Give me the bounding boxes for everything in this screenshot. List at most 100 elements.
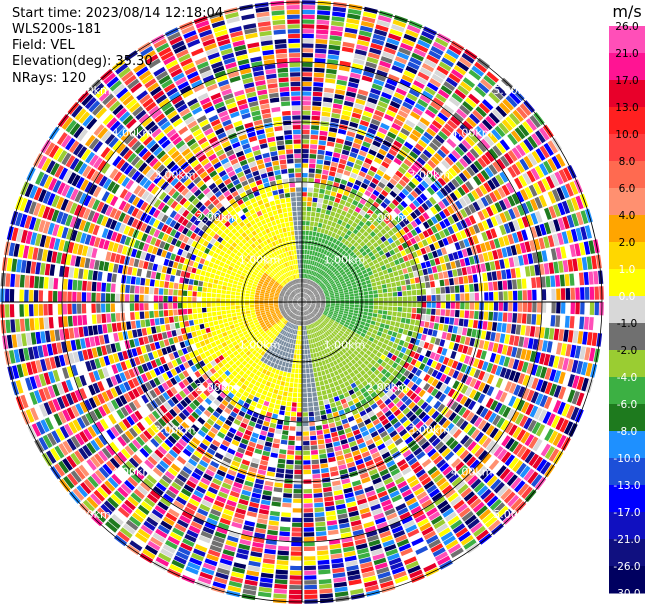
velocity-gate [325, 225, 331, 231]
velocity-gate [503, 471, 515, 483]
velocity-gate [448, 44, 462, 56]
velocity-gate [405, 318, 411, 324]
velocity-gate [331, 376, 337, 382]
velocity-gate [351, 63, 364, 70]
velocity-gate [463, 491, 475, 502]
velocity-gate [381, 333, 387, 339]
velocity-gate [570, 406, 580, 421]
velocity-gate [446, 235, 454, 245]
velocity-gate [566, 358, 574, 372]
velocity-gate [174, 384, 182, 392]
velocity-gate [508, 335, 515, 346]
velocity-gate [461, 510, 474, 522]
velocity-gate [405, 65, 418, 75]
velocity-gate [513, 384, 521, 396]
velocity-gate [310, 260, 313, 265]
velocity-gate [353, 138, 363, 145]
velocity-gate [309, 319, 313, 324]
velocity-gate [322, 424, 329, 430]
velocity-gate [384, 371, 392, 378]
velocity-gate [312, 333, 316, 338]
velocity-gate [379, 96, 390, 104]
velocity-gate [204, 522, 216, 530]
velocity-gate [289, 323, 293, 328]
velocity-gate [556, 302, 561, 314]
velocity-gate [414, 217, 422, 226]
velocity-gate [319, 340, 324, 346]
velocity-gate [388, 464, 398, 472]
velocity-gate [261, 425, 269, 432]
velocity-gate [328, 252, 333, 258]
velocity-gate [317, 227, 322, 233]
velocity-gate [336, 282, 341, 287]
velocity-gate [324, 308, 330, 311]
velocity-gate [386, 152, 395, 161]
velocity-gate [349, 304, 355, 307]
velocity-gate [348, 257, 354, 263]
velocity-gate [321, 111, 331, 117]
velocity-gate [238, 387, 245, 395]
velocity-gate [349, 226, 355, 232]
velocity-gate [290, 353, 294, 359]
velocity-gate [311, 255, 314, 261]
velocity-gate [302, 43, 314, 48]
velocity-gate [391, 525, 404, 534]
velocity-gate [313, 488, 322, 494]
velocity-gate [321, 271, 326, 276]
velocity-gate [302, 393, 307, 398]
velocity-gate [339, 199, 346, 206]
velocity-gate [544, 367, 552, 380]
velocity-gate [362, 205, 369, 213]
velocity-gate [324, 433, 331, 439]
velocity-gate [580, 302, 585, 315]
velocity-gate [330, 318, 335, 323]
velocity-gate [384, 274, 390, 279]
velocity-gate [401, 242, 408, 249]
velocity-gate [345, 302, 350, 305]
velocity-gate [473, 212, 481, 223]
velocity-gate [419, 380, 427, 389]
velocity-gate [454, 404, 463, 414]
velocity-gate [305, 274, 308, 279]
velocity-gate [297, 311, 299, 316]
velocity-gate [369, 324, 375, 329]
velocity-gate [551, 189, 561, 202]
velocity-gate [323, 219, 328, 225]
velocity-gate [519, 158, 530, 171]
velocity-gate [309, 285, 312, 290]
velocity-gate [397, 391, 405, 400]
velocity-gate [327, 287, 332, 291]
velocity-gate [535, 277, 541, 288]
velocity-gate [324, 309, 329, 312]
velocity-gate [360, 398, 367, 405]
velocity-gate [570, 302, 575, 315]
velocity-gate [194, 379, 202, 387]
velocity-gate [351, 222, 358, 228]
velocity-gate [321, 259, 326, 265]
velocity-gate [217, 431, 226, 439]
velocity-gate [228, 373, 235, 380]
velocity-gate [302, 67, 313, 72]
velocity-gate [349, 515, 361, 522]
velocity-gate [106, 429, 116, 440]
velocity-gate [278, 414, 284, 420]
velocity-gate [310, 373, 314, 378]
velocity-gate [376, 410, 384, 418]
velocity-gate [458, 142, 468, 153]
velocity-gate [473, 380, 482, 390]
velocity-gate [297, 340, 300, 345]
velocity-gate [312, 231, 317, 237]
velocity-gate [447, 325, 454, 333]
velocity-gate [526, 362, 534, 375]
velocity-gate [214, 500, 225, 508]
velocity-gate [251, 546, 263, 553]
velocity-gate [389, 261, 396, 267]
velocity-gate [313, 77, 324, 83]
velocity-gate [333, 1, 347, 8]
velocity-gate [483, 340, 490, 351]
velocity-gate [448, 378, 456, 387]
velocity-gate [451, 223, 459, 233]
velocity-gate [350, 320, 356, 325]
velocity-gate [456, 127, 467, 138]
velocity-gate [340, 154, 349, 161]
